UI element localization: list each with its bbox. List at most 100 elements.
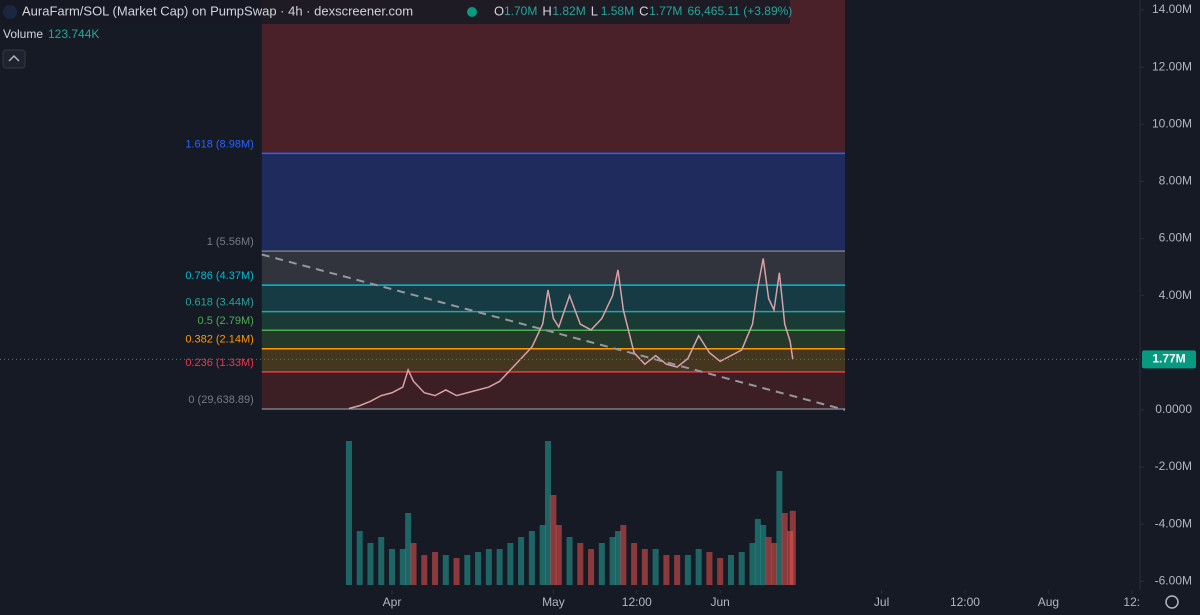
fib-zone	[261, 330, 846, 349]
volume-title: Volume	[3, 27, 43, 41]
volume-bar	[410, 543, 417, 585]
ohlc-value: 1.58M	[601, 4, 634, 18]
volume-bar	[770, 543, 777, 585]
volume-bar	[518, 537, 525, 585]
y-tick-label: 10.00M	[1152, 116, 1192, 130]
volume-bar	[405, 513, 412, 585]
volume-bar	[485, 549, 492, 585]
fib-level-label: 1 (5.56M)	[207, 236, 254, 248]
volume-bar	[388, 549, 395, 585]
y-tick-label: 6.00M	[1159, 231, 1192, 245]
volume-bar	[421, 555, 428, 585]
x-tick-label: 12:00	[950, 595, 980, 609]
y-tick-label: -6.00M	[1155, 573, 1192, 587]
fib-zone	[261, 285, 846, 312]
fib-zone	[261, 371, 846, 410]
volume-bar	[684, 555, 691, 585]
y-tick-label: 0.0000	[1155, 402, 1192, 416]
volume-bar	[378, 537, 385, 585]
volume-bar	[432, 552, 439, 585]
volume-bar	[442, 555, 449, 585]
status-dot	[467, 7, 477, 17]
price-line	[348, 258, 794, 410]
x-tick-label: Jun	[711, 595, 730, 609]
y-tick-label: 8.00M	[1159, 174, 1192, 188]
y-tick-label: -2.00M	[1155, 459, 1192, 473]
fib-level-label: 0.236 (1.33M)	[185, 357, 253, 369]
price-change: 66,465.11 (+3.89%)	[687, 4, 792, 18]
ohlc-key: H	[542, 3, 551, 18]
volume-bar	[749, 543, 756, 585]
volume-bar	[652, 549, 659, 585]
volume-bar	[760, 525, 767, 585]
settings-button[interactable]	[1165, 595, 1179, 609]
volume-bar	[566, 537, 573, 585]
volume-bar	[631, 543, 638, 585]
collapse-button[interactable]	[2, 49, 26, 69]
volume-bar	[528, 531, 535, 585]
header-bg	[0, 0, 790, 24]
volume-bar	[577, 543, 584, 585]
volume-bar	[598, 543, 605, 585]
chart-title: AuraFarm/SOL (Market Cap) on PumpSwap · …	[22, 3, 413, 18]
volume-bar	[620, 525, 627, 585]
volume-bar	[507, 543, 514, 585]
collapse-icon	[8, 54, 20, 62]
x-tick-label: May	[542, 595, 565, 609]
volume-bar	[475, 552, 482, 585]
volume-bar	[727, 555, 734, 585]
last-price-label: 1.77M	[1152, 352, 1185, 366]
fib-level-label: 0 (29,638.89)	[188, 394, 253, 406]
volume-bar	[717, 558, 724, 585]
volume-bar	[695, 549, 702, 585]
ohlc-value: 1.70M	[504, 4, 537, 18]
y-tick-label: -4.00M	[1155, 516, 1192, 530]
fib-level-label: 0.5 (2.79M)	[198, 315, 254, 327]
volume-bar	[765, 537, 772, 585]
volume-bar	[367, 543, 374, 585]
fib-zone	[261, 0, 846, 154]
volume-bar	[641, 549, 648, 585]
volume-bar	[614, 531, 621, 585]
ohlc-key: O	[494, 3, 504, 18]
volume-bar	[496, 549, 503, 585]
volume-bar	[789, 510, 796, 585]
volume-bar	[345, 441, 352, 585]
volume-bar	[781, 513, 788, 585]
x-tick-label: Jul	[874, 595, 889, 609]
volume-bar	[539, 525, 546, 585]
volume-bar	[545, 441, 552, 585]
trend-line	[261, 253, 846, 411]
volume-bar	[464, 555, 471, 585]
fib-zone	[261, 348, 846, 372]
fib-level-label: 0.618 (3.44M)	[185, 297, 253, 309]
fib-level-label: 0.382 (2.14M)	[185, 334, 253, 346]
volume-bar	[550, 495, 557, 585]
fib-zone	[261, 153, 846, 252]
volume-bar	[738, 552, 745, 585]
volume-bar	[706, 552, 713, 585]
x-tick-label: Apr	[383, 595, 402, 609]
volume-bar	[663, 555, 670, 585]
ohlc-value: 1.82M	[552, 4, 585, 18]
volume-bar	[609, 537, 616, 585]
volume-bar	[776, 471, 783, 585]
volume-bar	[453, 558, 460, 585]
volume-bar	[555, 525, 562, 585]
fib-zone	[261, 311, 846, 331]
fib-level-label: 1.618 (8.98M)	[185, 138, 253, 150]
ohlc-key: C	[639, 3, 648, 18]
last-price-badge	[1142, 350, 1196, 369]
volume-bar	[754, 519, 761, 585]
volume-value: 123.744K	[48, 27, 99, 41]
fib-level-label: 0.786 (4.37M)	[185, 270, 253, 282]
volume-bar	[588, 549, 595, 585]
fib-zone	[261, 251, 846, 286]
x-tick-label: 12:00	[622, 595, 652, 609]
x-tick-label: Aug	[1038, 595, 1059, 609]
x-tick-label: 12:	[1123, 595, 1140, 609]
y-tick-label: 4.00M	[1159, 288, 1192, 302]
y-tick-label: 14.00M	[1152, 2, 1192, 16]
volume-bar	[399, 549, 406, 585]
